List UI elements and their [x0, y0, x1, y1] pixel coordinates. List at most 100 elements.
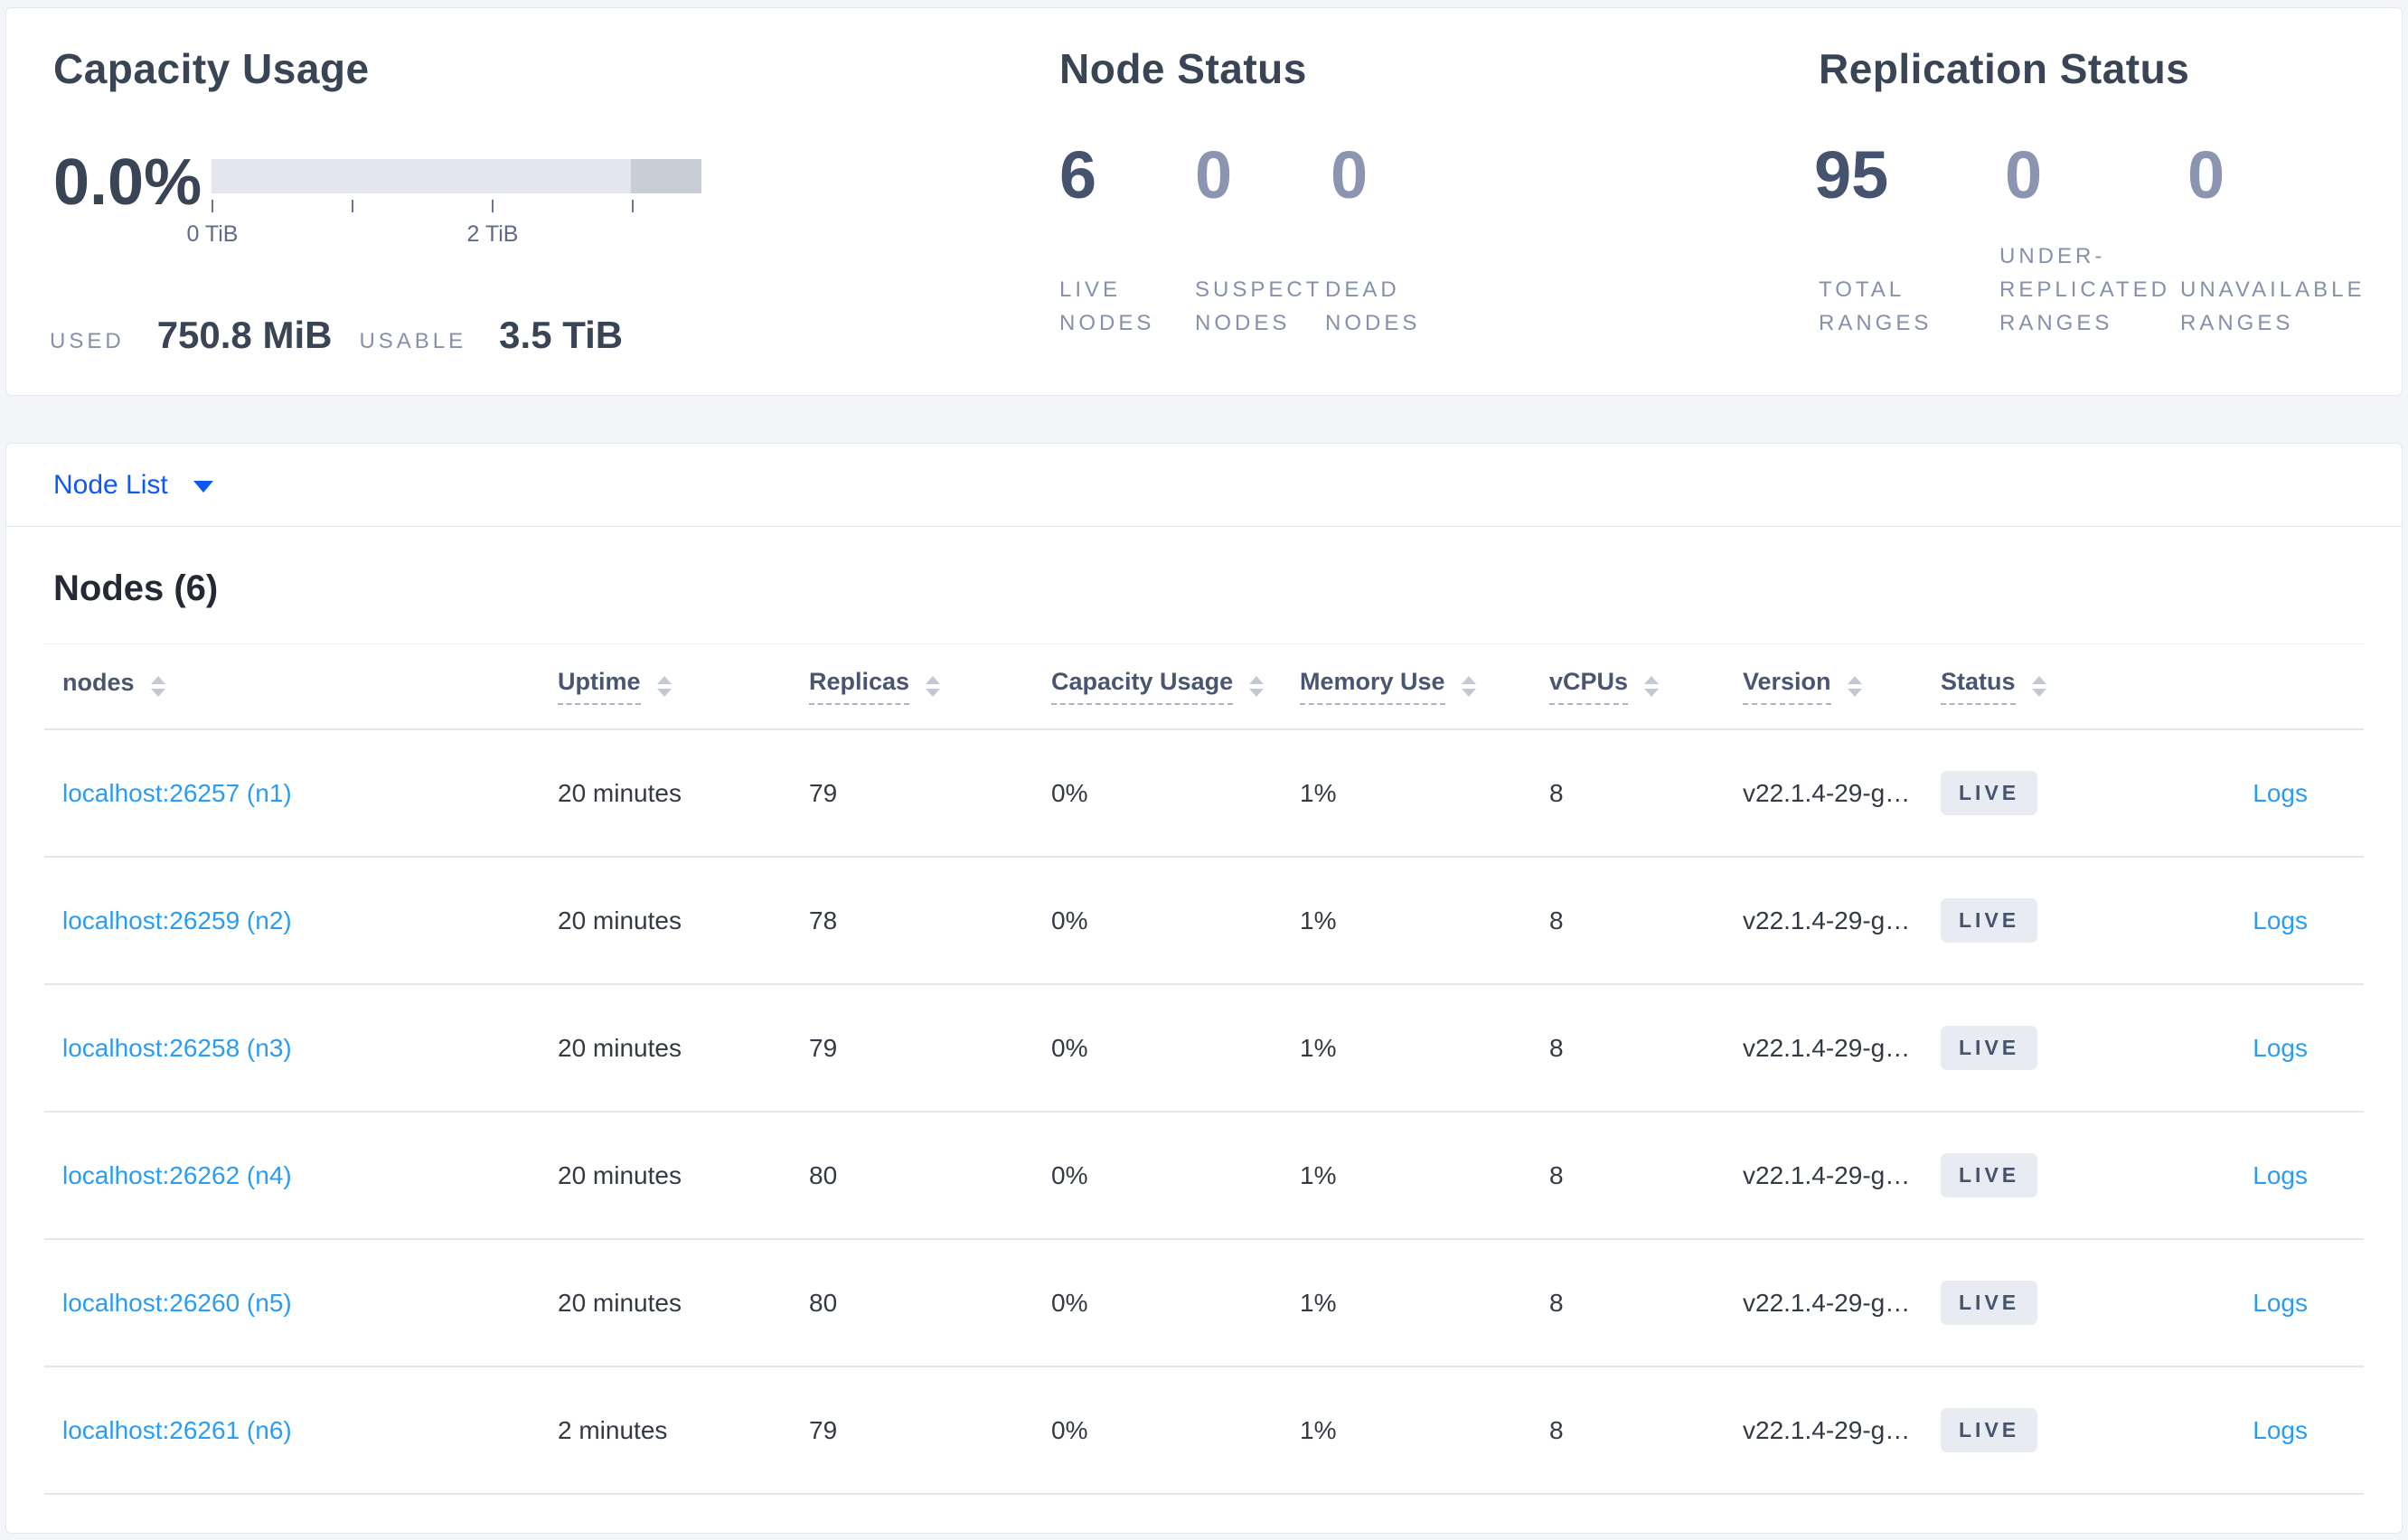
logs-link[interactable]: Logs [2253, 906, 2308, 934]
replicas-cell: 80 [809, 1160, 838, 1189]
uptime-cell: 20 minutes [558, 906, 682, 934]
logs-link[interactable]: Logs [2253, 1288, 2308, 1317]
node-list-dropdown-label: Node List [53, 469, 168, 500]
capacity-cell: 0% [1051, 1415, 1088, 1444]
sort-icon [150, 676, 165, 697]
nodes-heading: Nodes (6) [53, 568, 219, 608]
status-badge: LIVE [1941, 1408, 2038, 1452]
table-row: localhost:26257 (n1) 20 minutes 79 0% 1%… [44, 730, 2364, 858]
memory-cell: 1% [1300, 778, 1337, 807]
column-header-status-label: Status [1941, 668, 2016, 705]
status-badge: LIVE [1941, 1281, 2038, 1325]
logs-link[interactable]: Logs [2253, 1160, 2308, 1189]
capacity-cell: 0% [1051, 778, 1088, 807]
memory-cell: 1% [1300, 1160, 1337, 1189]
column-header-memory[interactable]: Memory Use [1300, 668, 1549, 705]
axis-tick-0tib [212, 200, 213, 212]
node-link[interactable]: localhost:26261 (n6) [62, 1415, 292, 1444]
uptime-cell: 20 minutes [558, 1033, 682, 1062]
version-cell: v22.1.4-29-g… [1743, 778, 1911, 807]
total-ranges-label: TOTAL RANGES [1819, 277, 1933, 335]
table-row: localhost:26260 (n5) 20 minutes 80 0% 1%… [44, 1240, 2364, 1367]
column-header-status[interactable]: Status [1941, 668, 2107, 705]
usable-label: USABLE [359, 329, 467, 353]
under-replicated-label: UNDER- REPLICATED RANGES [1999, 244, 2170, 335]
usable-value: 3.5 TiB [499, 314, 624, 356]
logs-link[interactable]: Logs [2253, 778, 2308, 807]
capacity-usage-percent: 0.0% [53, 146, 202, 219]
vcpus-cell: 8 [1549, 906, 1564, 934]
cluster-summary-panel: Capacity Usage 0.0% 0 TiB 2 TiB USED 750… [5, 7, 2403, 396]
unavailable-label: UNAVAILABLE RANGES [2180, 277, 2366, 335]
node-link[interactable]: localhost:26258 (n3) [62, 1033, 292, 1062]
sort-icon [656, 676, 672, 697]
chevron-down-icon [193, 481, 213, 493]
replicas-cell: 80 [809, 1288, 838, 1317]
replication-status-title: Replication Status [1819, 45, 2190, 92]
status-badge: LIVE [1941, 771, 2038, 815]
node-link[interactable]: localhost:26259 (n2) [62, 906, 292, 934]
suspect-nodes-count: 0 [1195, 137, 1233, 212]
column-header-version-label: Version [1743, 668, 1831, 705]
capacity-usage-bar [212, 159, 701, 193]
column-header-capacity[interactable]: Capacity Usage [1051, 668, 1300, 705]
axis-tick-3tib [632, 200, 634, 212]
sort-icon [926, 676, 941, 697]
column-header-vcpus[interactable]: vCPUs [1549, 668, 1743, 705]
node-link[interactable]: localhost:26257 (n1) [62, 778, 292, 807]
logs-link[interactable]: Logs [2253, 1415, 2308, 1444]
node-link[interactable]: localhost:26260 (n5) [62, 1288, 292, 1317]
table-row: localhost:26262 (n4) 20 minutes 80 0% 1%… [44, 1113, 2364, 1240]
column-header-vcpus-label: vCPUs [1549, 668, 1629, 705]
sort-icon [2031, 676, 2046, 697]
vcpus-cell: 8 [1549, 1160, 1564, 1189]
memory-cell: 1% [1300, 1288, 1337, 1317]
uptime-cell: 20 minutes [558, 1160, 682, 1189]
column-header-version[interactable]: Version [1743, 668, 1941, 705]
unavailable-ranges-stat: 0 UNAVAILABLE RANGES [2180, 8, 2397, 340]
column-header-nodes[interactable]: nodes [44, 669, 558, 704]
uptime-cell: 20 minutes [558, 1288, 682, 1317]
nodes-table: nodes Uptime Replicas Capacity Usage Mem… [44, 643, 2364, 1495]
logs-link[interactable]: Logs [2253, 1033, 2308, 1062]
live-nodes-stat: 6 LIVE NODES [1059, 8, 1240, 340]
axis-label-2tib: 2 TiB [466, 221, 519, 247]
under-replicated-ranges-stat: 0 UNDER- REPLICATED RANGES [1999, 8, 2198, 340]
node-list-dropdown[interactable]: Node List [6, 444, 2402, 527]
column-header-replicas[interactable]: Replicas [809, 668, 1051, 705]
node-link[interactable]: localhost:26262 (n4) [62, 1160, 292, 1189]
version-cell: v22.1.4-29-g… [1743, 1160, 1911, 1189]
vcpus-cell: 8 [1549, 1288, 1564, 1317]
dead-nodes-count: 0 [1331, 137, 1369, 212]
version-cell: v22.1.4-29-g… [1743, 1033, 1911, 1062]
used-value: 750.8 MiB [156, 314, 333, 356]
capacity-cell: 0% [1051, 1033, 1088, 1062]
capacity-cell: 0% [1051, 906, 1088, 934]
table-header-row: nodes Uptime Replicas Capacity Usage Mem… [44, 643, 2364, 730]
axis-label-0tib: 0 TiB [186, 221, 239, 247]
column-header-uptime[interactable]: Uptime [558, 668, 809, 705]
dead-nodes-label: DEAD NODES [1325, 277, 1421, 335]
memory-cell: 1% [1300, 906, 1337, 934]
live-nodes-count: 6 [1059, 137, 1097, 212]
status-badge: LIVE [1941, 1153, 2038, 1197]
under-replicated-count: 0 [2005, 137, 2043, 212]
total-ranges-count: 95 [1814, 137, 1889, 212]
table-row: localhost:26259 (n2) 20 minutes 78 0% 1%… [44, 858, 2364, 985]
sort-icon [1847, 676, 1862, 697]
memory-cell: 1% [1300, 1033, 1337, 1062]
sort-icon [1461, 676, 1476, 697]
capacity-cell: 0% [1051, 1160, 1088, 1189]
vcpus-cell: 8 [1549, 1033, 1564, 1062]
sort-icon [1249, 676, 1265, 697]
sort-icon [1644, 676, 1660, 697]
version-cell: v22.1.4-29-g… [1743, 906, 1911, 934]
memory-cell: 1% [1300, 1415, 1337, 1444]
column-header-uptime-label: Uptime [558, 668, 641, 705]
status-badge: LIVE [1941, 1026, 2038, 1070]
version-cell: v22.1.4-29-g… [1743, 1288, 1911, 1317]
capacity-bar-reserved-segment [631, 159, 701, 193]
live-nodes-label: LIVE NODES [1059, 277, 1155, 335]
used-label: USED [50, 329, 125, 353]
uptime-cell: 20 minutes [558, 778, 682, 807]
